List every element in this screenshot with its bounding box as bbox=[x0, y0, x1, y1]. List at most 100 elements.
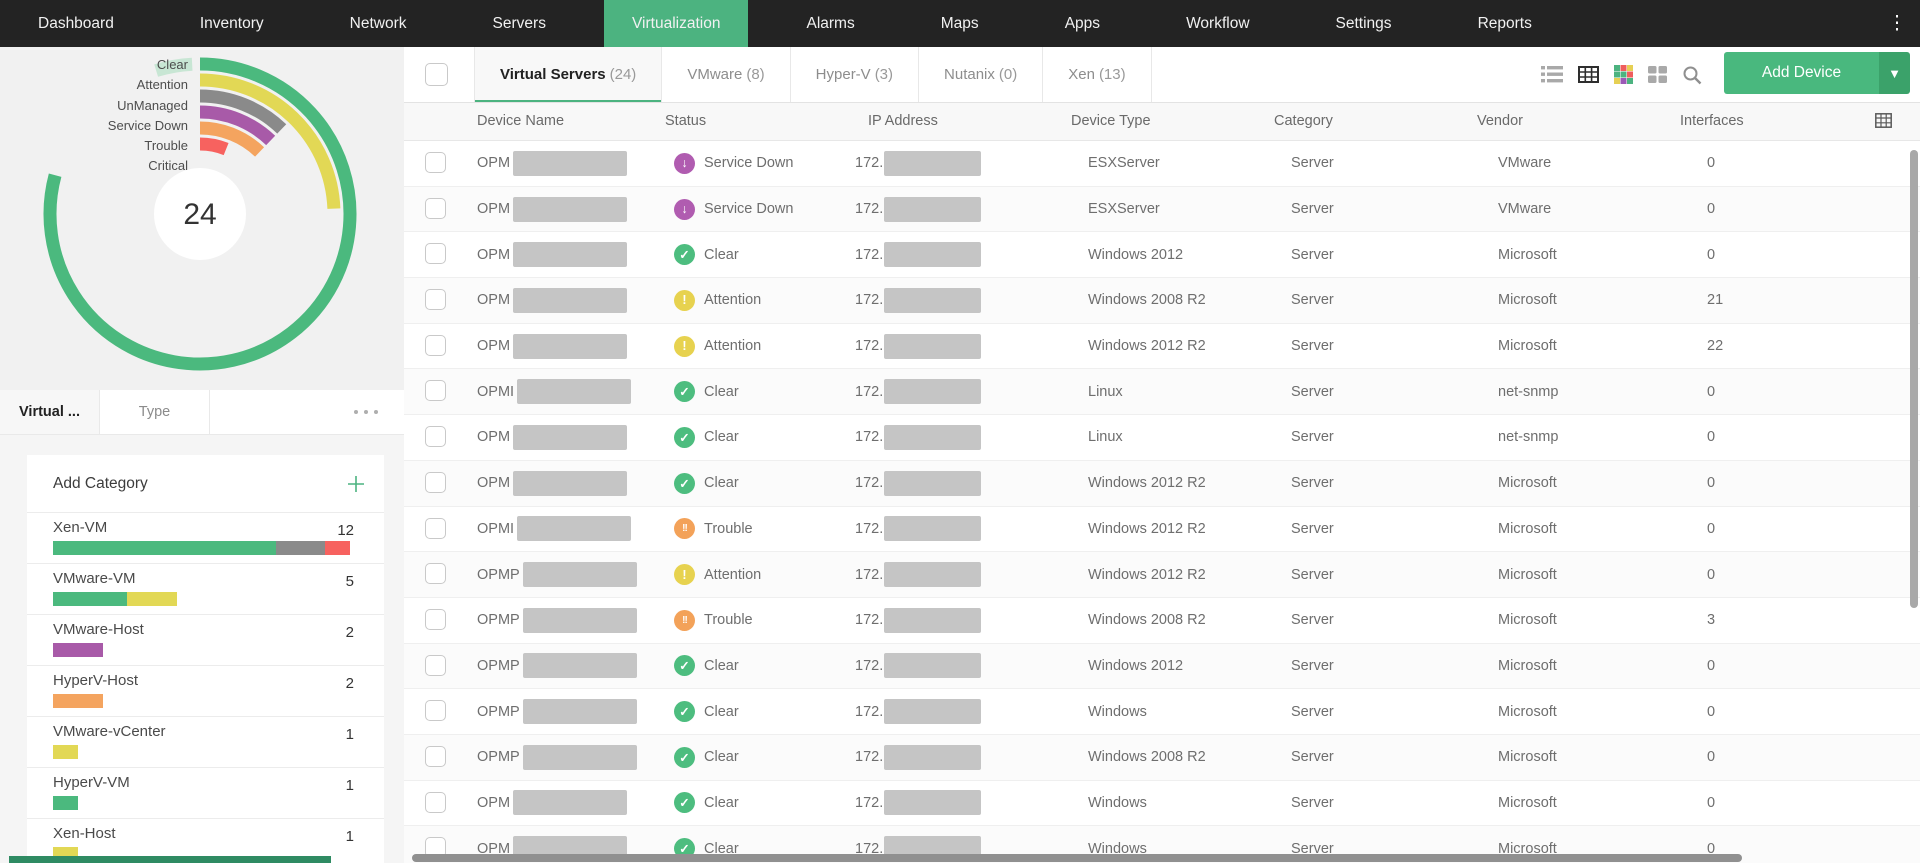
category-row-hyperv-vm[interactable]: HyperV-VM 1 bbox=[27, 768, 384, 819]
row-checkbox[interactable] bbox=[425, 745, 446, 767]
device-type-cell: Windows 2012 R2 bbox=[1088, 566, 1206, 583]
ip-address-cell: 172. bbox=[855, 187, 982, 232]
row-checkbox[interactable] bbox=[425, 380, 446, 402]
device-name-cell: OPM bbox=[477, 278, 628, 323]
category-cell: Server bbox=[1291, 612, 1334, 629]
column-header-vendor[interactable]: Vendor bbox=[1477, 113, 1523, 129]
add-device-label[interactable]: Add Device bbox=[1724, 52, 1879, 94]
table-row[interactable]: OPM ↓ Service Down 172. ESXServer Server VMwar… bbox=[404, 141, 1920, 187]
table-row[interactable]: OPM ! Attention 172. Windows 2008 R2 Server Mi… bbox=[404, 278, 1920, 324]
column-header-device-name[interactable]: Device Name bbox=[477, 113, 565, 129]
tab-vmware[interactable]: VMware (8) bbox=[662, 47, 791, 102]
category-row-vmware-vm[interactable]: VMware-VM 5 bbox=[27, 564, 384, 615]
select-all-checkbox[interactable] bbox=[425, 63, 448, 86]
column-header-status[interactable]: Status bbox=[665, 113, 707, 129]
plus-icon[interactable] bbox=[346, 474, 366, 494]
horizontal-scrollbar[interactable] bbox=[412, 854, 1742, 862]
row-checkbox[interactable] bbox=[425, 563, 446, 585]
row-checkbox[interactable] bbox=[425, 608, 446, 630]
category-row-hyperv-host[interactable]: HyperV-Host 2 bbox=[27, 666, 384, 717]
table-row[interactable]: OPMP ✓ Clear 172. Windows Server Microsoft 0 bbox=[404, 689, 1920, 735]
vendor-cell: Microsoft bbox=[1498, 520, 1557, 537]
column-header-category[interactable]: Category bbox=[1274, 113, 1333, 129]
redacted-ip-address bbox=[884, 196, 982, 222]
tab-nutanix[interactable]: Nutanix (0) bbox=[919, 47, 1044, 102]
category-row-xen-vm[interactable]: Xen-VM 12 bbox=[27, 513, 384, 564]
table-row[interactable]: OPM ✓ Clear 172. Windows 2012 Server Microsoft… bbox=[404, 232, 1920, 279]
redacted-device-name bbox=[513, 242, 628, 268]
column-header-ip-address[interactable]: IP Address bbox=[868, 113, 938, 129]
table-row[interactable]: OPMP !! Trouble 172. Windows 2008 R2 Server Mi… bbox=[404, 597, 1920, 644]
table-row[interactable]: OPMI !! Trouble 172. Windows 2012 R2 Server Mi… bbox=[404, 506, 1920, 553]
row-checkbox[interactable] bbox=[425, 471, 446, 493]
list-view-icon[interactable] bbox=[1541, 66, 1563, 83]
nav-item-reports[interactable]: Reports bbox=[1477, 14, 1532, 32]
row-checkbox[interactable] bbox=[425, 197, 446, 219]
status-icon-trouble: !! bbox=[674, 609, 695, 631]
device-type-cell: Windows 2008 R2 bbox=[1088, 292, 1206, 309]
row-checkbox[interactable] bbox=[425, 654, 446, 676]
category-count: 5 bbox=[345, 573, 354, 590]
add-device-dropdown-arrow[interactable]: ▼ bbox=[1879, 52, 1910, 94]
table-row[interactable]: OPMI ✓ Clear 172. Linux Server net-snmp 0 bbox=[404, 369, 1920, 416]
tab-xen[interactable]: Xen (13) bbox=[1043, 47, 1152, 102]
legend-label-attention: Attention bbox=[136, 77, 188, 93]
status-cell: ✓ Clear bbox=[674, 735, 739, 780]
sidebar-tab-virtual[interactable]: Virtual ... bbox=[0, 390, 100, 434]
nav-overflow-menu-icon[interactable]: ⋮ bbox=[1887, 13, 1907, 34]
tile-view-icon[interactable] bbox=[1648, 66, 1667, 83]
table-row[interactable]: OPM ! Attention 172. Windows 2012 R2 Server Mi… bbox=[404, 323, 1920, 370]
row-checkbox[interactable] bbox=[425, 243, 446, 265]
nav-item-virtualization[interactable]: Virtualization bbox=[603, 0, 749, 47]
row-checkbox[interactable] bbox=[425, 791, 446, 813]
tab-virtual-servers[interactable]: Virtual Servers (24) bbox=[474, 47, 663, 102]
add-category-row[interactable]: Add Category bbox=[27, 455, 384, 513]
device-name-cell: OPM bbox=[477, 461, 628, 506]
vendor-cell: Microsoft bbox=[1498, 749, 1557, 766]
status-icon-clear: ✓ bbox=[674, 655, 695, 677]
row-checkbox[interactable] bbox=[425, 700, 446, 722]
tab-hyper-v[interactable]: Hyper-V (3) bbox=[791, 47, 920, 102]
table-row[interactable]: OPMP ✓ Clear 172. Windows 2008 R2 Server Micro… bbox=[404, 734, 1920, 781]
table-row[interactable]: OPM ✓ Clear 172. Windows 2012 R2 Server Micros… bbox=[404, 460, 1920, 507]
nav-item-settings[interactable]: Settings bbox=[1335, 14, 1392, 32]
search-icon[interactable] bbox=[1682, 65, 1702, 85]
status-icon-clear: ✓ bbox=[674, 792, 695, 814]
sidebar-tab-menu-icon[interactable] bbox=[354, 390, 404, 434]
column-chooser-icon[interactable] bbox=[1875, 113, 1892, 132]
add-device-button[interactable]: Add Device ▼ bbox=[1724, 52, 1910, 94]
redacted-ip-address bbox=[884, 287, 982, 313]
table-view-icon[interactable] bbox=[1578, 66, 1599, 83]
category-row-vmware-host[interactable]: VMware-Host 2 bbox=[27, 615, 384, 666]
nav-item-servers[interactable]: Servers bbox=[492, 14, 546, 32]
nav-item-apps[interactable]: Apps bbox=[1064, 14, 1101, 32]
device-type-cell: Linux bbox=[1088, 383, 1123, 400]
table-row[interactable]: OPM ✓ Clear 172. Linux Server net-snmp 0 bbox=[404, 415, 1920, 461]
row-checkbox[interactable] bbox=[425, 289, 446, 311]
row-checkbox[interactable] bbox=[425, 517, 446, 539]
status-cell: !! Trouble bbox=[674, 507, 753, 552]
status-cell: ! Attention bbox=[674, 278, 761, 323]
nav-item-maps[interactable]: Maps bbox=[940, 14, 979, 32]
status-icon-attention: ! bbox=[674, 564, 695, 586]
nav-item-workflow[interactable]: Workflow bbox=[1186, 14, 1250, 32]
table-row[interactable]: OPMP ! Attention 172. Windows 2012 R2 Server M… bbox=[404, 552, 1920, 598]
table-row[interactable]: OPMP ✓ Clear 172. Windows 2012 Server Microsof… bbox=[404, 643, 1920, 690]
nav-item-alarms[interactable]: Alarms bbox=[806, 14, 855, 32]
row-checkbox[interactable] bbox=[425, 426, 446, 448]
interfaces-cell: 22 bbox=[1707, 338, 1724, 355]
nav-item-dashboard[interactable]: Dashboard bbox=[38, 14, 114, 32]
heatmap-view-icon[interactable] bbox=[1614, 65, 1633, 84]
row-checkbox[interactable] bbox=[425, 152, 446, 173]
column-header-interfaces[interactable]: Interfaces bbox=[1680, 113, 1744, 129]
nav-item-network[interactable]: Network bbox=[349, 14, 407, 32]
status-icon-attention: ! bbox=[674, 289, 695, 311]
nav-item-inventory[interactable]: Inventory bbox=[199, 14, 264, 32]
table-row[interactable]: OPM ✓ Clear 172. Windows Server Microsoft 0 bbox=[404, 780, 1920, 827]
column-header-device-type[interactable]: Device Type bbox=[1071, 113, 1151, 129]
vertical-scrollbar[interactable] bbox=[1910, 150, 1918, 608]
category-row-vmware-vcenter[interactable]: VMware-vCenter 1 bbox=[27, 717, 384, 768]
sidebar-tab-type[interactable]: Type bbox=[100, 390, 210, 434]
row-checkbox[interactable] bbox=[425, 334, 446, 356]
table-row[interactable]: OPM ↓ Service Down 172. ESXServer Server VMwar… bbox=[404, 186, 1920, 233]
